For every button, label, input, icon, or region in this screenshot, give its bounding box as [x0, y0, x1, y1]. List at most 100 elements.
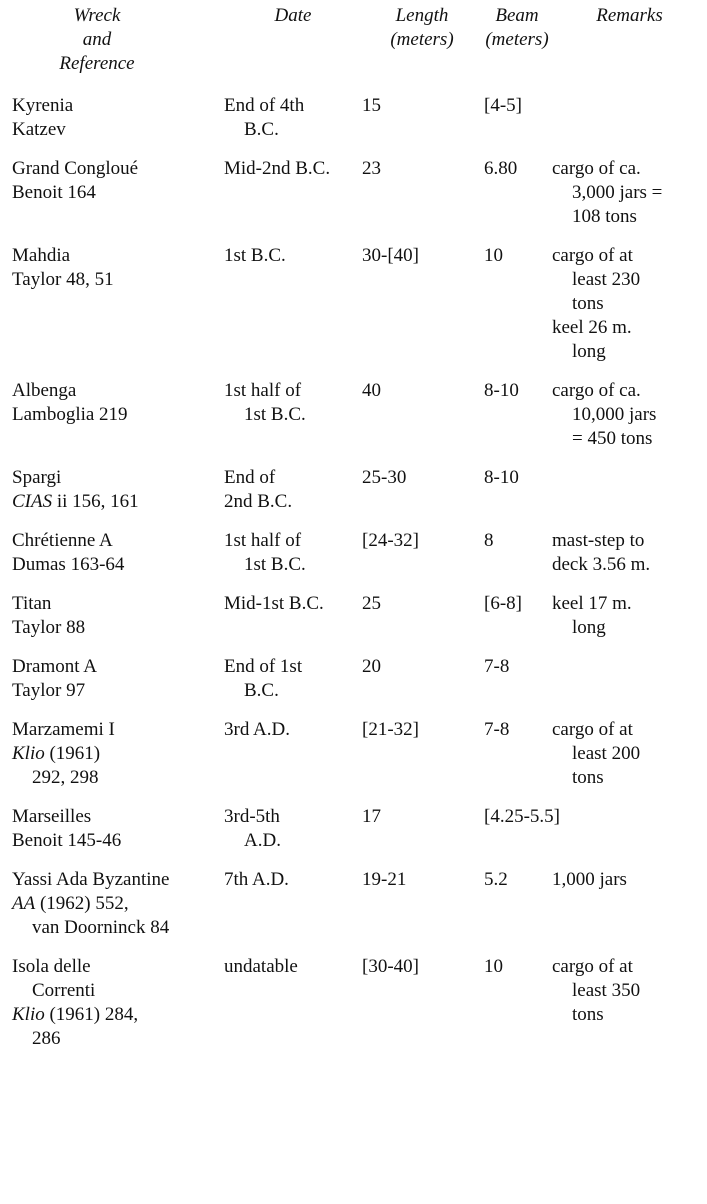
- cell: [552, 466, 707, 529]
- cell-text: Dumas 163-64: [12, 554, 125, 575]
- cell-text: 20: [362, 656, 381, 677]
- cell: Spargi CIAS ii 156, 161: [0, 466, 224, 529]
- cell-text: Yassi Ada Byzantine: [12, 869, 170, 890]
- cell: Albenga Lamboglia 219: [0, 379, 224, 466]
- cell: 15: [362, 94, 482, 157]
- cell: 7-8: [482, 655, 552, 718]
- cell-text: cargo of ca.: [552, 158, 641, 179]
- cell: 3rd-5th A.D.: [224, 805, 362, 868]
- cell: [552, 94, 707, 157]
- cell: Marzamemi I Klio (1961) 292, 298: [0, 718, 224, 805]
- table-body: Kyrenia Katzev End of 4th B.C. 15 [4-5] Grand …: [0, 94, 707, 1066]
- cell-text: Taylor 48, 51: [12, 269, 114, 290]
- cell: 25-30: [362, 466, 482, 529]
- cell: 30-[40]: [362, 244, 482, 379]
- italic-ref: CIAS: [12, 491, 53, 512]
- cell: [30-40]: [362, 955, 482, 1066]
- cell-text: 1st B.C.: [244, 404, 306, 425]
- cell-text: B.C.: [244, 119, 279, 140]
- cell-text: undatable: [224, 956, 298, 977]
- cell-text: [30-40]: [362, 956, 419, 977]
- cell: 1st half of 1st B.C.: [224, 379, 362, 466]
- cell: [4-5]: [482, 94, 552, 157]
- cell-text: 15: [362, 95, 381, 116]
- cell-text: Benoit 164: [12, 182, 96, 203]
- header-cell: Remarks: [552, 4, 707, 94]
- header-cell: Date: [224, 4, 362, 94]
- cell: cargo of at least 350 tons: [552, 955, 707, 1066]
- cell-text: End of 1st: [224, 656, 303, 677]
- cell-text: 1st half of: [224, 530, 302, 551]
- cell: 1,000 jars: [552, 868, 707, 955]
- cell-text: Chrétienne A: [12, 530, 113, 551]
- wreck-row: Titan Taylor 88 Mid-1st B.C. 25 [6-8] keel 17…: [0, 592, 707, 655]
- cell: undatable: [224, 955, 362, 1066]
- cell-text: [21-32]: [362, 719, 419, 740]
- cell-text: Klio (1961): [12, 742, 224, 766]
- cell-text: 108 tons: [572, 206, 637, 227]
- header-text: Wreck: [73, 5, 121, 26]
- header-row: Wreck and Reference Date Length (meters) Beam (…: [0, 4, 707, 94]
- cell-text: least 350: [572, 980, 641, 1001]
- ref-text: (1961) 284,: [44, 1004, 139, 1025]
- cell: [552, 805, 707, 868]
- cell-text: 1,000 jars: [552, 869, 627, 890]
- cell-text: tons: [572, 1004, 604, 1025]
- cell-text: 292, 298: [32, 767, 99, 788]
- cell-text: long: [572, 617, 606, 638]
- cell-text: End of: [224, 467, 276, 488]
- cell: Yassi Ada Byzantine AA (1962) 552, van Doo…: [0, 868, 224, 955]
- cell-text: 1st B.C.: [224, 245, 286, 266]
- wreck-row: Marseilles Benoit 145-46 3rd-5th A.D. 17 [4.2…: [0, 805, 707, 868]
- cell: Grand Congloué Benoit 164: [0, 157, 224, 244]
- wreck-row: Marzamemi I Klio (1961) 292, 298 3rd A.D. [2…: [0, 718, 707, 805]
- italic-ref: AA: [12, 893, 36, 914]
- cell-text: 2nd B.C.: [224, 491, 293, 512]
- wreck-table: Wreck and Reference Date Length (meters) Beam (…: [0, 4, 707, 1066]
- cell-text: 30-[40]: [362, 245, 419, 266]
- cell-text: [6-8]: [484, 593, 522, 614]
- wreck-row: Dramont A Taylor 97 End of 1st B.C. 20 7-8: [0, 655, 707, 718]
- cell: 7th A.D.: [224, 868, 362, 955]
- cell-text: 8: [484, 530, 494, 551]
- cell: cargo of at least 230 tons keel 26 m. long: [552, 244, 707, 379]
- cell: [552, 655, 707, 718]
- cell: 1st half of 1st B.C.: [224, 529, 362, 592]
- cell: 8: [482, 529, 552, 592]
- cell-text: Marseilles: [12, 806, 92, 827]
- cell: [24-32]: [362, 529, 482, 592]
- cell-text: Taylor 97: [12, 680, 86, 701]
- cell-text: 40: [362, 380, 381, 401]
- page: Wreck and Reference Date Length (meters) Beam (…: [0, 4, 707, 1204]
- cell-text: mast-step to: [552, 530, 645, 551]
- cell-text: 10: [484, 956, 503, 977]
- cell-text: Albenga: [12, 380, 77, 401]
- cell: 10: [482, 955, 552, 1066]
- table-header: Wreck and Reference Date Length (meters) Beam (…: [0, 4, 707, 94]
- cell: cargo of ca. 10,000 jars = 450 tons: [552, 379, 707, 466]
- cell: 1st B.C.: [224, 244, 362, 379]
- ref-text: ii 156, 161: [52, 491, 139, 512]
- cell: Isola delle Correnti Klio (1961) 284, 286: [0, 955, 224, 1066]
- header-cell: Wreck and Reference: [0, 4, 224, 94]
- cell-text: 1st half of: [224, 380, 302, 401]
- cell-text: deck 3.56 m.: [552, 554, 651, 575]
- cell: End of 4th B.C.: [224, 94, 362, 157]
- cell-text: 10,000 jars: [572, 404, 657, 425]
- cell: keel 17 m. long: [552, 592, 707, 655]
- cell: [6-8]: [482, 592, 552, 655]
- header-text: Beam: [495, 5, 539, 26]
- cell-text: Correnti: [32, 980, 96, 1001]
- cell-text: 1st B.C.: [244, 554, 306, 575]
- header-text: and: [82, 29, 112, 50]
- cell-text: 3rd A.D.: [224, 719, 290, 740]
- cell: mast-step to deck 3.56 m.: [552, 529, 707, 592]
- cell: End of 1st B.C.: [224, 655, 362, 718]
- cell: Dramont A Taylor 97: [0, 655, 224, 718]
- cell-text: Isola delle: [12, 956, 91, 977]
- cell: cargo of at least 200 tons: [552, 718, 707, 805]
- wreck-row: Chrétienne A Dumas 163-64 1st half of 1st B…: [0, 529, 707, 592]
- cell-text: 286: [32, 1028, 61, 1049]
- cell-text: 8-10: [484, 380, 519, 401]
- wreck-row: Albenga Lamboglia 219 1st half of 1st B.C. 4…: [0, 379, 707, 466]
